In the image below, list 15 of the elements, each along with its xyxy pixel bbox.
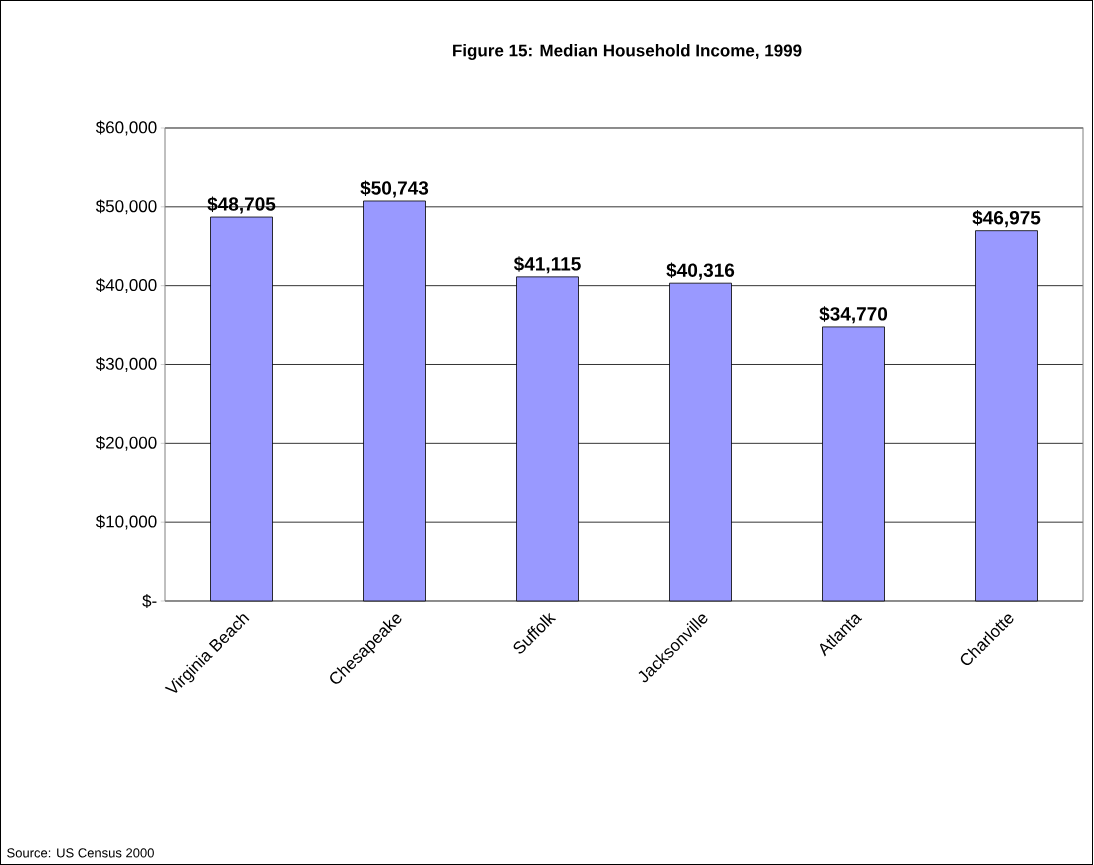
y-tick-label: $20,000 (95, 435, 157, 451)
data-label: $40,316 (666, 262, 735, 280)
y-tick-label: $10,000 (95, 514, 157, 530)
y-tick-label: $40,000 (95, 278, 157, 294)
data-label: $48,705 (207, 196, 276, 214)
chart-title: Figure 15: Median Household Income, 1999 (453, 44, 802, 60)
y-tick-label: $30,000 (95, 357, 157, 372)
source-note: Source: US Census 2000 (7, 848, 154, 858)
y-tick-label: $- (142, 594, 157, 608)
data-label: $34,770 (819, 306, 888, 324)
data-label: $46,975 (972, 210, 1041, 228)
data-label: $50,743 (360, 180, 429, 198)
y-tick-label: $50,000 (95, 199, 157, 215)
y-tick-label: $60,000 (95, 120, 157, 136)
data-label: $41,115 (513, 256, 581, 274)
